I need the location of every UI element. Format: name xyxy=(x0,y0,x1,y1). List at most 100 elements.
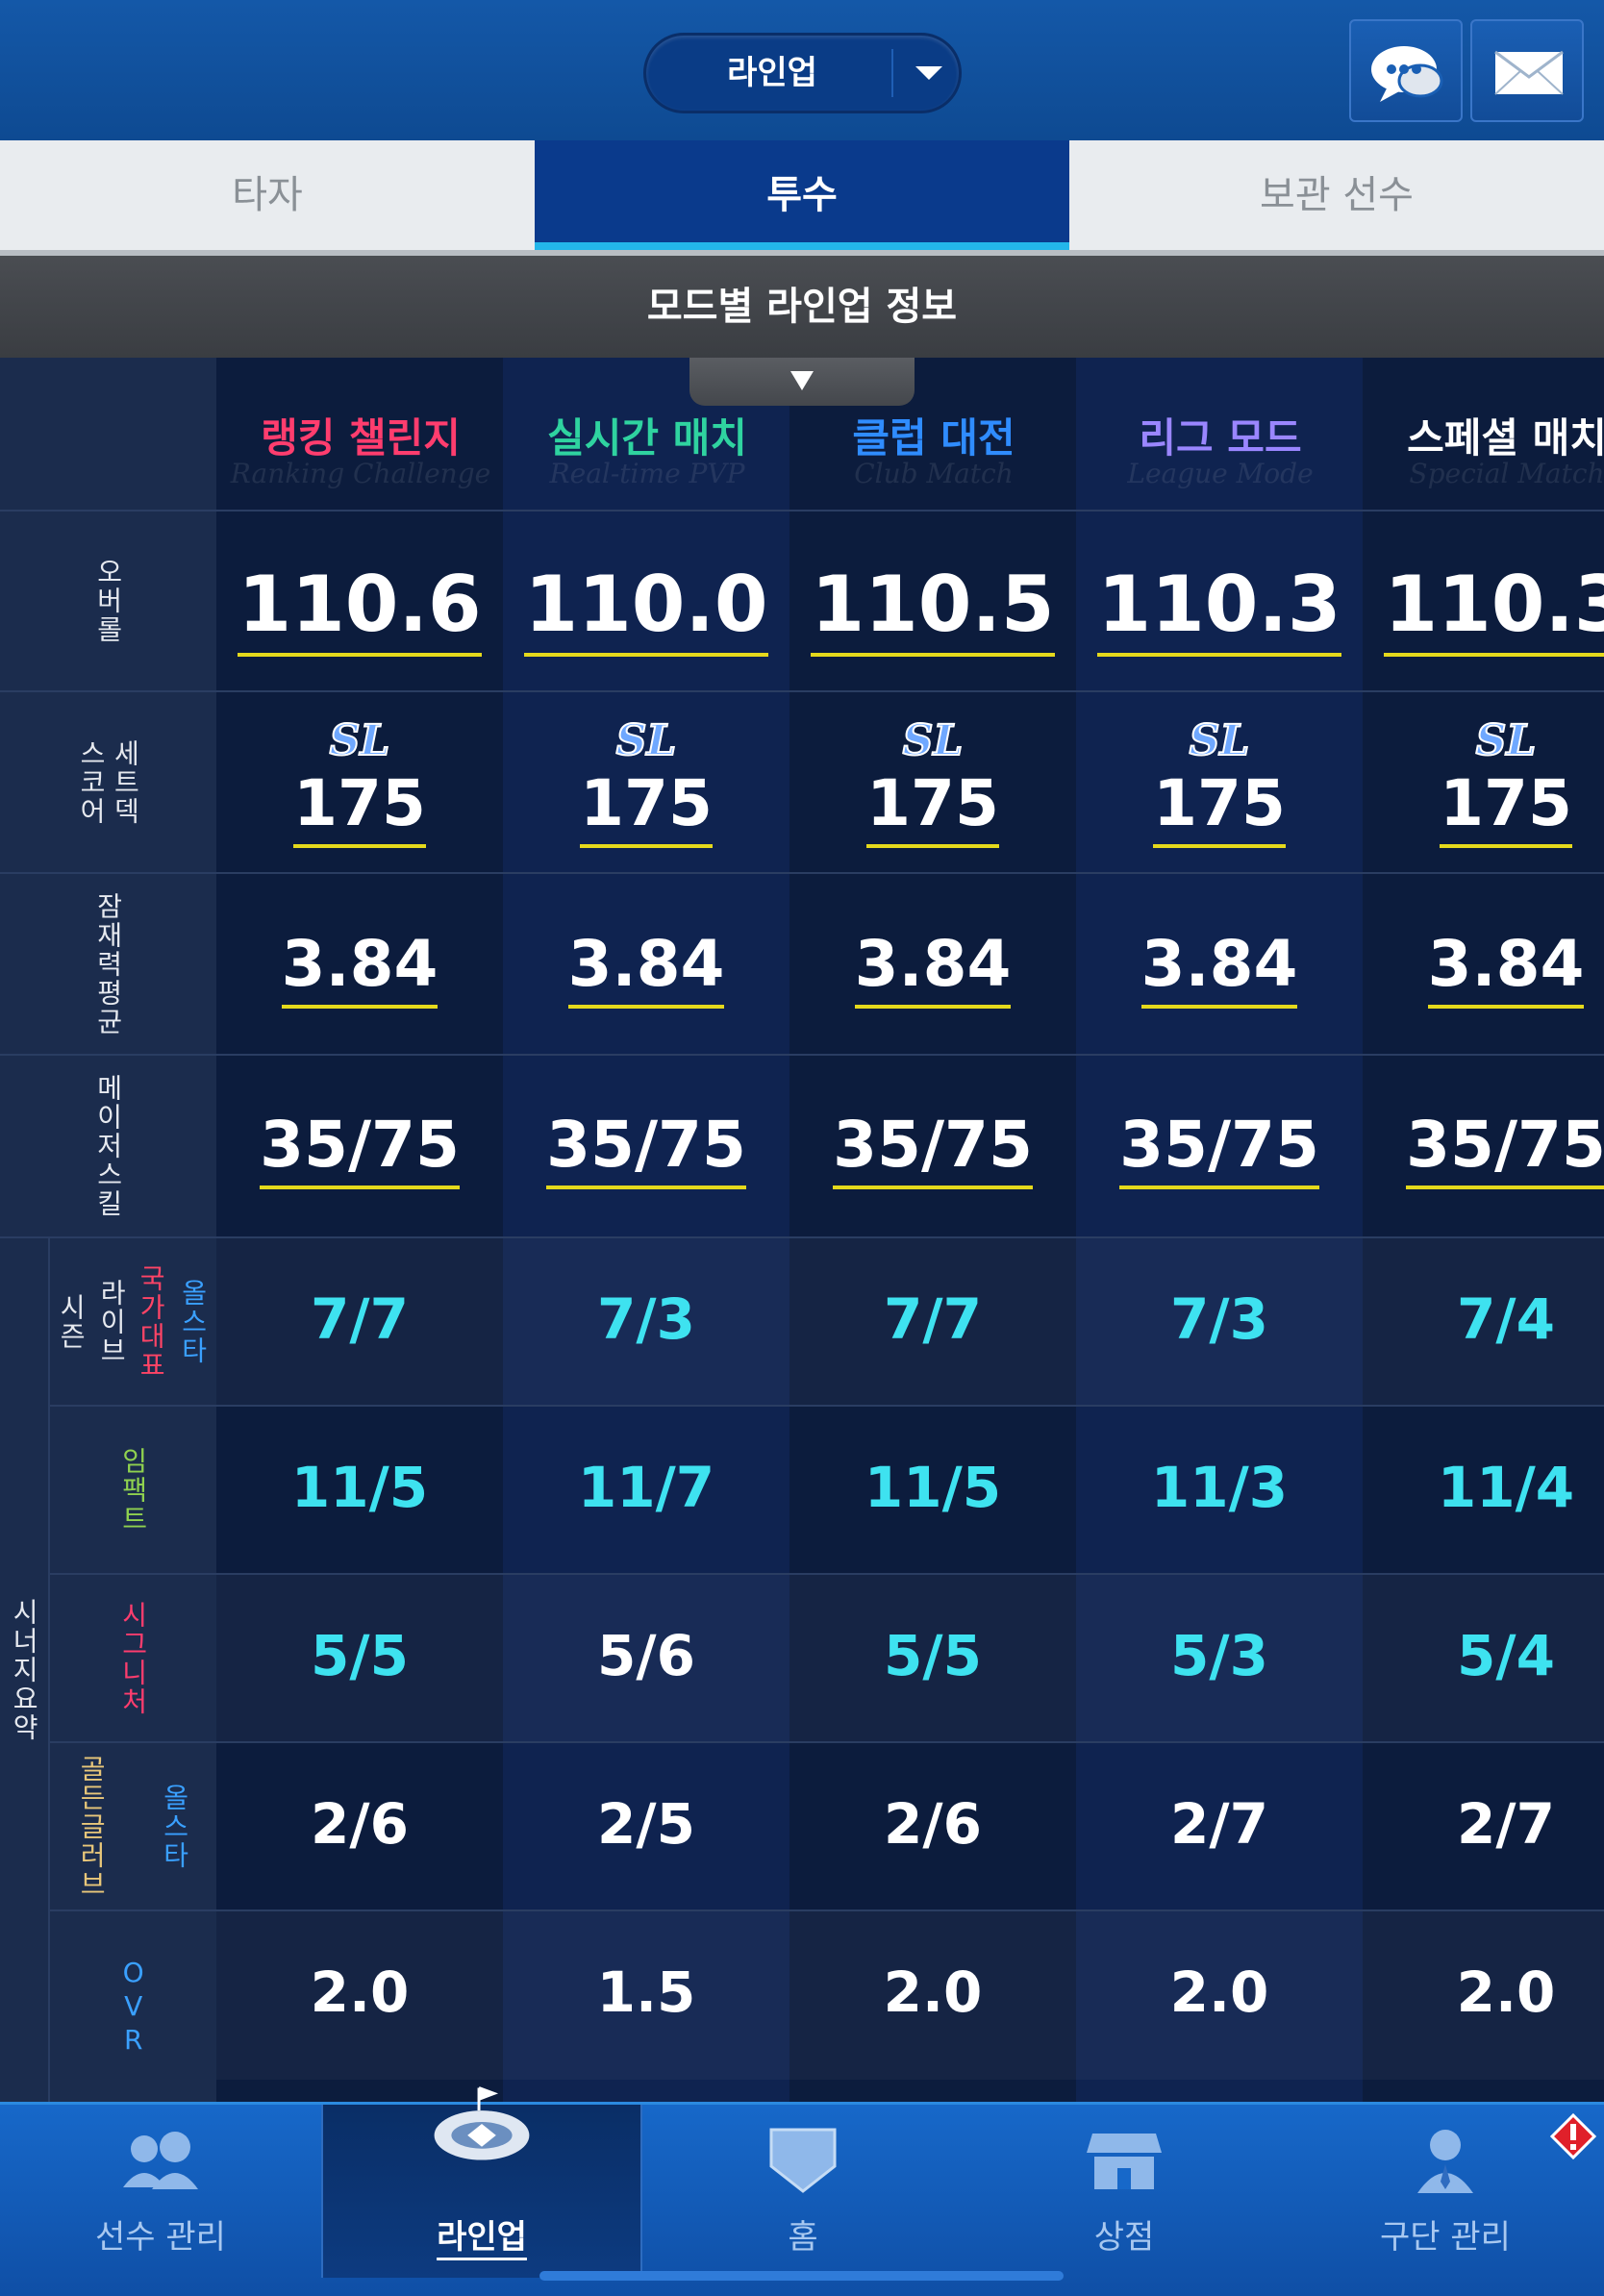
nav-lineup[interactable]: 라인업 xyxy=(321,2086,642,2278)
value-synergy-signature: 5/5 xyxy=(884,1623,982,1688)
value-synergy-goldglove: 2/7 xyxy=(1170,1791,1268,1857)
stadium-icon xyxy=(434,2086,530,2160)
value-setdeck: 175 xyxy=(1076,766,1363,848)
value-ovr: 110.3 xyxy=(1363,560,1604,657)
column-realtime xyxy=(503,358,789,2102)
mode-header-special[interactable]: 스페셜 매치 Special Match xyxy=(1363,358,1604,512)
value-synergy-season: 7/3 xyxy=(597,1286,695,1352)
nav-club-management[interactable]: 구단 관리 xyxy=(1285,2105,1604,2278)
value-major: 35/75 xyxy=(216,1108,503,1189)
value-potential: 3.84 xyxy=(1076,927,1363,1009)
dropdown-divider xyxy=(891,49,893,97)
bottom-navigation: 선수 관리 라인업 홈 상점 구단 관리 xyxy=(0,2086,1604,2296)
mode-subtitle: Ranking Challenge xyxy=(230,458,491,489)
mode-title: 클럽 대전 xyxy=(852,414,1015,462)
value-synergy-ovr: 2.0 xyxy=(310,1959,410,2025)
label-season: 시즌 xyxy=(55,1292,88,1351)
alert-badge-icon xyxy=(1550,2113,1596,2159)
nav-player-management[interactable]: 선수 관리 xyxy=(0,2105,321,2278)
mode-header-club[interactable]: 클럽 대전 Club Match xyxy=(789,358,1076,512)
label-potential-average: 잠재력평균 xyxy=(92,891,125,1036)
mode-header-league[interactable]: 리그 모드 League Mode xyxy=(1076,358,1363,512)
value-synergy-signature: 5/4 xyxy=(1457,1623,1555,1688)
lineup-dropdown[interactable]: 라인업 xyxy=(643,33,962,113)
manager-icon xyxy=(1417,2130,1473,2193)
value-synergy-signature: 5/6 xyxy=(597,1623,695,1688)
nav-label: 선수 관리 xyxy=(95,2218,226,2257)
value-synergy-goldglove: 2/7 xyxy=(1457,1791,1555,1857)
mode-subtitle: League Mode xyxy=(1127,458,1314,489)
label-setdeck-score-line1: 세트덱 xyxy=(109,738,141,826)
synergy-row-3-bg xyxy=(216,1575,1604,1743)
mail-icon xyxy=(1494,50,1564,95)
value-setdeck: 175 xyxy=(503,766,789,848)
value-ovr: 110.0 xyxy=(503,560,789,657)
label-synergy-summary: 시너지요약 xyxy=(8,1598,40,1742)
lineup-dropdown-label: 라인업 xyxy=(727,54,817,92)
svg-text:SL: SL xyxy=(616,716,677,765)
chat-bubble-icon xyxy=(1371,46,1443,102)
column-league xyxy=(1076,358,1363,2102)
chevron-down-icon[interactable] xyxy=(898,36,958,111)
value-synergy-impact: 11/5 xyxy=(864,1455,1002,1520)
section-title: 모드별 라인업 정보 xyxy=(0,256,1604,358)
value-setdeck: 175 xyxy=(1363,766,1604,848)
value-setdeck: 175 xyxy=(216,766,503,848)
tab-pitcher[interactable]: 투수 xyxy=(535,140,1069,250)
synergy-row-5-bg xyxy=(216,1911,1604,2080)
mode-header-realtime[interactable]: 실시간 매치 Real-time PVP xyxy=(503,358,789,512)
collapse-toggle[interactable] xyxy=(689,358,915,406)
value-synergy-ovr: 1.5 xyxy=(596,1959,696,2025)
row-label-column xyxy=(0,358,216,2102)
tab-batter[interactable]: 타자 xyxy=(232,173,303,217)
value-synergy-impact: 11/5 xyxy=(290,1455,429,1520)
value-synergy-impact: 11/4 xyxy=(1437,1455,1575,1520)
value-major: 35/75 xyxy=(1076,1108,1363,1189)
value-synergy-goldglove: 2/6 xyxy=(311,1791,409,1857)
top-header: 라인업 xyxy=(0,0,1604,140)
value-synergy-season: 7/7 xyxy=(884,1286,982,1352)
nav-label: 상점 xyxy=(1093,2218,1155,2257)
label-setdeck-score-line2: 스코어 xyxy=(75,738,108,826)
value-synergy-signature: 5/5 xyxy=(311,1623,409,1688)
value-synergy-season: 7/4 xyxy=(1457,1286,1555,1352)
tab-stored-players[interactable]: 보관 선수 xyxy=(1260,173,1414,217)
value-synergy-impact: 11/7 xyxy=(577,1455,715,1520)
value-ovr: 110.6 xyxy=(216,560,503,657)
value-major: 35/75 xyxy=(789,1108,1076,1189)
label-national-team: 국가대표 xyxy=(135,1263,167,1380)
mode-subtitle: Special Match xyxy=(1409,458,1604,489)
sl-logo-icon: SL xyxy=(503,709,789,770)
label-major-skill: 메이저스킬 xyxy=(92,1074,125,1218)
mode-header-ranking[interactable]: 랭킹 챌린지 Ranking Challenge xyxy=(216,358,503,512)
label-gold-glove: 골든글러브 xyxy=(75,1754,108,1899)
sl-logo-icon: SL xyxy=(1076,709,1363,770)
value-setdeck: 175 xyxy=(789,766,1076,848)
players-icon xyxy=(123,2132,198,2189)
value-synergy-goldglove: 2/5 xyxy=(597,1791,695,1857)
mode-subtitle: Club Match xyxy=(854,458,1014,489)
mail-button[interactable] xyxy=(1470,19,1584,122)
nav-home[interactable]: 홈 xyxy=(642,2105,964,2278)
value-synergy-ovr: 2.0 xyxy=(1456,1959,1556,2025)
value-synergy-ovr: 2.0 xyxy=(883,1959,983,2025)
sl-logo-icon: SL xyxy=(216,709,503,770)
column-special xyxy=(1363,358,1604,2102)
home-indicator[interactable] xyxy=(539,2271,1064,2281)
value-major: 35/75 xyxy=(503,1108,789,1189)
mode-lineup-table: 오버롤 스코어 세트덱 잠재력평균 메이저스킬 시너지요약 시즌 라이브 국가대… xyxy=(0,358,1604,2102)
column-ranking xyxy=(216,358,503,2102)
value-potential: 3.84 xyxy=(503,927,789,1009)
label-allstar: 올스타 xyxy=(177,1278,210,1365)
synergy-row-1-bg xyxy=(216,1238,1604,1407)
mode-title: 스페셜 매치 xyxy=(1407,414,1604,462)
value-synergy-season: 7/7 xyxy=(311,1286,409,1352)
sl-logo-icon: SL xyxy=(1363,709,1604,770)
nav-label: 구단 관리 xyxy=(1380,2218,1511,2257)
value-potential: 3.84 xyxy=(216,927,503,1009)
sl-logo-icon: SL xyxy=(789,709,1076,770)
chat-button[interactable] xyxy=(1349,19,1463,122)
value-synergy-goldglove: 2/6 xyxy=(884,1791,982,1857)
position-tabs: 타자 투수 보관 선수 xyxy=(0,140,1604,256)
nav-shop[interactable]: 상점 xyxy=(964,2105,1285,2278)
